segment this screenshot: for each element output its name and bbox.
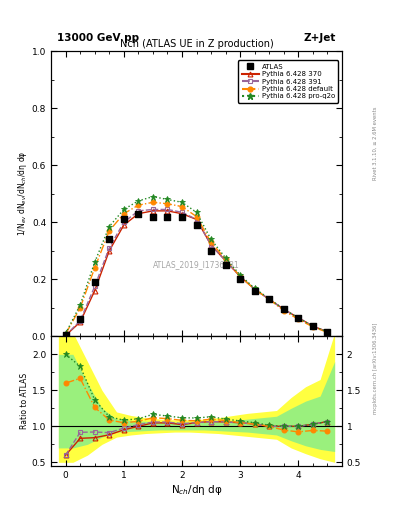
Point bbox=[310, 322, 316, 330]
Text: mcplots.cern.ch [arXiv:1306.3436]: mcplots.cern.ch [arXiv:1306.3436] bbox=[373, 323, 378, 414]
Text: ATLAS_2019_I1736531: ATLAS_2019_I1736531 bbox=[153, 261, 240, 269]
Y-axis label: 1/N$_{ev}$ dN$_{ev}$/dN$_{ch}$/dη dφ: 1/N$_{ev}$ dN$_{ev}$/dN$_{ch}$/dη dφ bbox=[16, 151, 29, 237]
Point bbox=[266, 295, 272, 303]
Point bbox=[62, 331, 69, 339]
Point bbox=[150, 212, 156, 221]
Point bbox=[179, 212, 185, 221]
Point bbox=[121, 216, 127, 224]
Legend: ATLAS, Pythia 6.428 370, Pythia 6.428 391, Pythia 6.428 default, Pythia 6.428 pr: ATLAS, Pythia 6.428 370, Pythia 6.428 39… bbox=[238, 60, 338, 103]
Point bbox=[208, 247, 214, 255]
Point bbox=[281, 305, 287, 313]
X-axis label: N$_{ch}$/dη dφ: N$_{ch}$/dη dφ bbox=[171, 482, 222, 497]
Point bbox=[237, 275, 243, 284]
Point bbox=[295, 314, 301, 322]
Point bbox=[106, 236, 112, 244]
Point bbox=[222, 261, 229, 269]
Title: Nch (ATLAS UE in Z production): Nch (ATLAS UE in Z production) bbox=[119, 39, 274, 49]
Point bbox=[135, 209, 141, 218]
Point bbox=[77, 315, 83, 323]
Point bbox=[252, 287, 258, 295]
Y-axis label: Ratio to ATLAS: Ratio to ATLAS bbox=[20, 373, 29, 429]
Text: Rivet 3.1.10, ≥ 2.6M events: Rivet 3.1.10, ≥ 2.6M events bbox=[373, 106, 378, 180]
Point bbox=[92, 278, 98, 286]
Text: Z+Jet: Z+Jet bbox=[304, 33, 336, 42]
Point bbox=[193, 221, 200, 229]
Text: 13000 GeV pp: 13000 GeV pp bbox=[57, 33, 139, 42]
Point bbox=[164, 212, 171, 221]
Point bbox=[324, 328, 331, 336]
